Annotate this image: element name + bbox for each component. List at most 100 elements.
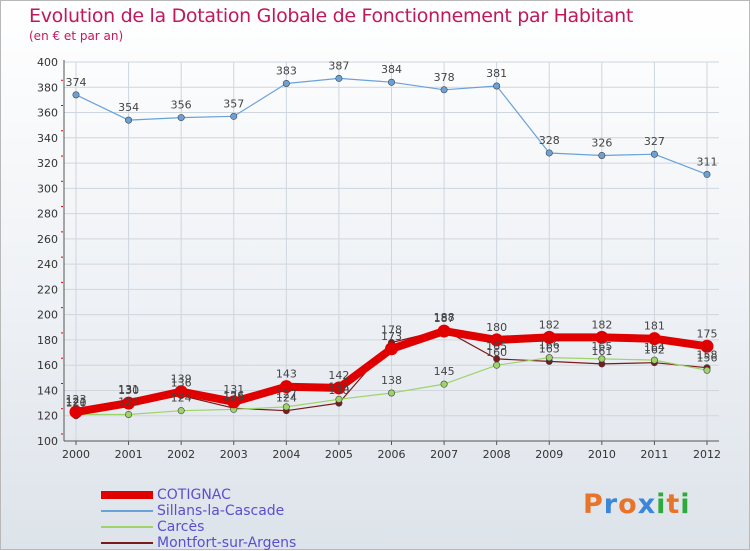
data-label: 126 <box>223 389 244 402</box>
y-tick-label: 220 <box>37 283 58 296</box>
proxiti-logo: Proxiti <box>583 489 691 520</box>
data-label: 145 <box>434 365 455 378</box>
y-tick-label: 180 <box>37 334 58 347</box>
data-label: 162 <box>644 344 665 357</box>
data-label: 143 <box>276 368 297 381</box>
chart-subtitle: (en € et par an) <box>29 29 124 43</box>
legend-label: COTIGNAC <box>157 487 231 503</box>
data-label: 136 <box>171 377 192 390</box>
data-label: 127 <box>276 388 297 401</box>
grid-layer <box>64 61 719 442</box>
data-label: 142 <box>328 369 349 382</box>
data-point <box>703 170 711 178</box>
data-label: 163 <box>539 342 560 355</box>
data-label: 383 <box>276 64 297 77</box>
y-tick-label: 140 <box>37 384 58 397</box>
data-point <box>387 389 395 397</box>
data-point <box>703 366 711 374</box>
data-label: 374 <box>66 76 87 89</box>
data-label: 182 <box>539 318 560 331</box>
data-point <box>700 339 714 353</box>
data-label: 182 <box>591 318 612 331</box>
data-label: 120 <box>66 397 87 410</box>
legend-swatch <box>101 542 153 544</box>
data-point <box>72 91 80 99</box>
y-tick-label: 360 <box>37 107 58 120</box>
data-label: 124 <box>171 392 192 405</box>
x-tick-label: 2001 <box>115 448 143 461</box>
legend-swatch <box>101 491 153 499</box>
data-label: 326 <box>591 136 612 149</box>
y-tick-label: 120 <box>37 410 58 423</box>
data-label: 187 <box>434 312 455 325</box>
data-label: 158 <box>697 349 718 362</box>
data-label: 356 <box>171 99 192 112</box>
data-point <box>440 380 448 388</box>
data-point <box>595 330 609 344</box>
data-point <box>440 86 448 94</box>
y-tick-label: 240 <box>37 258 58 271</box>
data-point <box>650 356 658 364</box>
data-point <box>545 354 553 362</box>
y-tick-label: 160 <box>37 359 58 372</box>
logo-letter: o <box>618 489 638 520</box>
data-point <box>490 333 504 347</box>
data-point <box>650 150 658 158</box>
data-point <box>282 79 290 87</box>
y-tick-label: 400 <box>37 56 58 69</box>
data-label: 121 <box>66 395 87 408</box>
data-point <box>332 381 346 395</box>
data-point <box>493 361 501 369</box>
x-tick-label: 2007 <box>430 448 458 461</box>
axis-layer: 100 120 140 160 180 200 220 240 260 280 300 320 340 3… <box>37 56 721 461</box>
data-label: 123 <box>66 393 87 406</box>
data-label: 156 <box>697 351 718 364</box>
data-label: 121 <box>118 395 139 408</box>
data-label: 133 <box>328 380 349 393</box>
x-tick-label: 2005 <box>325 448 353 461</box>
legend-label: Sillans-la-Cascade <box>157 503 285 519</box>
logo-letter: P <box>583 489 604 520</box>
data-label: 165 <box>591 340 612 353</box>
data-label: 130 <box>118 384 139 397</box>
y-tick-label: 260 <box>37 233 58 246</box>
data-point <box>385 342 398 356</box>
data-label: 139 <box>171 373 192 386</box>
data-point <box>177 407 185 415</box>
logo-letter: i <box>680 489 691 520</box>
logo-letter: r <box>603 489 619 520</box>
data-label: 175 <box>697 327 718 340</box>
data-label: 165 <box>486 340 507 353</box>
chart-title: Evolution de la Dotation Globale de Fonc… <box>29 5 634 27</box>
y-tick-label: 320 <box>37 157 58 170</box>
data-point <box>282 403 290 411</box>
y-tick-label: 280 <box>37 208 58 221</box>
legend-swatch <box>101 510 153 512</box>
data-point <box>69 405 83 419</box>
data-label: 131 <box>223 383 244 396</box>
x-tick-label: 2009 <box>535 448 563 461</box>
y-tick-label: 380 <box>37 81 58 94</box>
y-tick-label: 200 <box>37 309 58 322</box>
data-label: 124 <box>276 392 297 405</box>
data-label: 311 <box>697 155 718 168</box>
data-point <box>598 355 606 363</box>
x-tick-label: 2008 <box>483 448 511 461</box>
data-point <box>598 151 606 159</box>
data-label: 164 <box>644 341 665 354</box>
data-point <box>493 82 501 90</box>
data-point <box>122 396 136 410</box>
data-point <box>230 112 238 120</box>
data-label: 180 <box>486 321 507 334</box>
data-point <box>227 395 241 409</box>
data-label: 161 <box>591 345 612 358</box>
x-tick-label: 2010 <box>588 448 616 461</box>
data-label: 131 <box>118 383 139 396</box>
data-label: 166 <box>539 339 560 352</box>
data-point <box>545 149 553 157</box>
y-tick-label: 340 <box>37 132 58 145</box>
data-label: 328 <box>539 134 560 147</box>
